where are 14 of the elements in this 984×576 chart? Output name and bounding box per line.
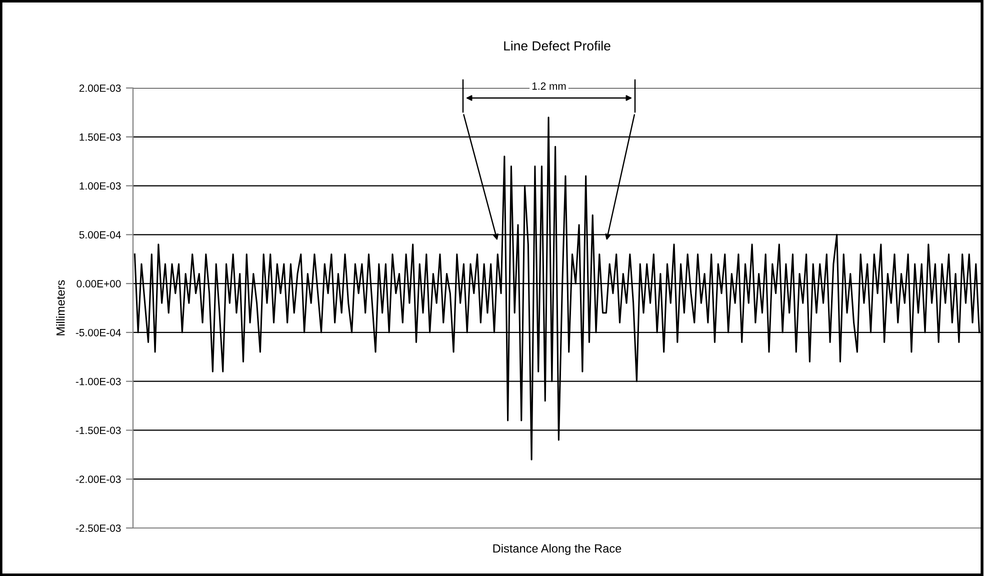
y-tick-label: -2.50E-03 [76,524,121,532]
annotation: 1.2 mm [532,82,566,90]
chart-title: Line Defect Profile [504,40,610,51]
y-tick-label: -2.00E-03 [76,476,121,483]
y-tick-label: 2.00E-03 [79,84,121,92]
y-tick-label: 1.50E-03 [80,133,121,141]
y-tick-label: -1.00E-03 [76,378,121,386]
y-tick-label: 0.00E+00 [76,280,121,288]
x-axis-title: Distance Along the Race [493,544,622,555]
y-tick-label: 1.00E-03 [80,182,121,190]
y-tick-label: -5.00E-04 [76,328,121,336]
y-tick-label: 5.00E-04 [79,231,121,239]
y-axis-title: Millimeters [56,280,65,336]
y-tick-label: -1.50E-03 [76,426,121,434]
